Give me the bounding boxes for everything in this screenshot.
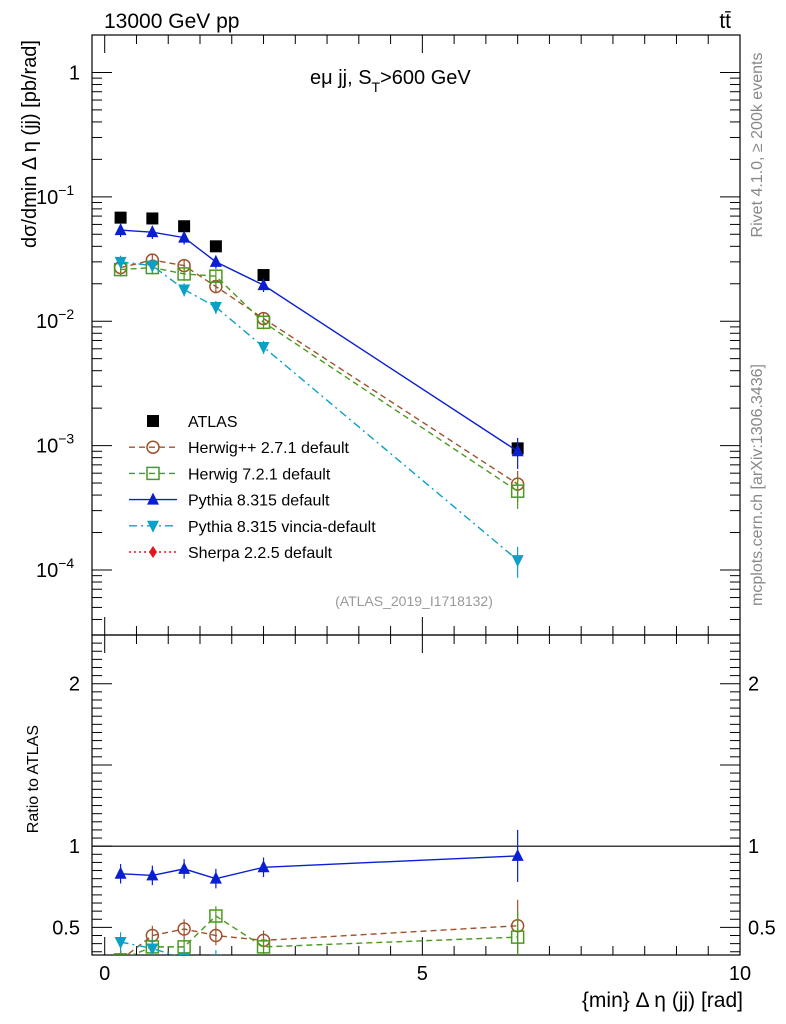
mcplots-site-label: mcplots.cern.ch [arXiv:1306.3436] bbox=[749, 364, 766, 606]
ratio-point-pythia-8-315-default bbox=[257, 860, 270, 873]
point-pythia-8-315-vincia-default bbox=[114, 256, 127, 269]
point-pythia-8-315-default bbox=[209, 254, 222, 267]
ratio-point-pythia-8-315-default bbox=[146, 868, 159, 881]
ratio-point-pythia-8-315-vincia-default bbox=[209, 954, 222, 955]
point-atlas bbox=[257, 269, 270, 282]
point-atlas bbox=[114, 211, 127, 224]
point-pythia-8-315-default bbox=[114, 223, 127, 236]
header-process-label: tt̄ bbox=[719, 10, 731, 33]
series-line-pythia-8-315-vincia-default bbox=[120, 261, 519, 561]
ratio-point-pythia-8-315-vincia-default bbox=[512, 982, 524, 994]
point-herwig-7-2-1-default bbox=[209, 269, 223, 283]
series-line-herwig-2-7-1-default bbox=[120, 259, 519, 485]
ratio-plot-series bbox=[113, 829, 525, 994]
ratio-point-pythia-8-315-vincia-default bbox=[178, 953, 191, 955]
ratio-point-herwig-7-2-1-default bbox=[113, 953, 128, 955]
legend-marker-atlas bbox=[147, 415, 159, 427]
legend: ATLAS Herwig++ 2.7.1 default Herwig 7.2.1 … bbox=[129, 414, 376, 562]
ratio-point-herwig-2-7-1-default bbox=[209, 928, 223, 943]
point-pythia-8-315-vincia-default bbox=[511, 555, 524, 568]
ratio-point-pythia-8-315-vincia-default bbox=[114, 937, 127, 950]
ratio-point-herwig-7-2-1-default bbox=[256, 940, 271, 954]
x-tick-label: 10 bbox=[729, 963, 751, 985]
legend-marker-herwig-7-2-1-default bbox=[146, 466, 160, 481]
legend-label-herwig-7-2-1-default: Herwig 7.2.1 default bbox=[188, 466, 331, 483]
x-tick-label: 5 bbox=[417, 963, 428, 985]
ratio-line-pythia-8-315-default bbox=[120, 855, 518, 880]
point-pythia-8-315-default bbox=[146, 225, 159, 238]
ratio-tick-label-right: 1 bbox=[748, 836, 759, 858]
legend-label-herwig-2-7-1-default: Herwig++ 2.7.1 default bbox=[188, 440, 350, 457]
point-pythia-8-315-default bbox=[178, 230, 191, 243]
ratio-line-pythia-8-315-vincia-default bbox=[120, 941, 176, 955]
legend-marker-sherpa-2-2-5-default bbox=[149, 546, 157, 558]
ratio-point-pythia-8-315-vincia-default bbox=[258, 960, 270, 972]
ratio-point-pythia-8-315-default bbox=[114, 866, 127, 879]
point-pythia-8-315-vincia-default bbox=[146, 260, 159, 273]
point-pythia-8-315-vincia-default bbox=[178, 284, 191, 297]
point-herwig-7-2-1-default bbox=[510, 484, 525, 498]
series-line-herwig-7-2-1-default bbox=[120, 266, 519, 492]
ratio-tick-label: 0.5 bbox=[52, 917, 80, 939]
ratio-plot-frame bbox=[91, 634, 741, 956]
point-atlas bbox=[209, 240, 222, 253]
ratio-tick-label-right: 2 bbox=[748, 674, 759, 696]
y-axis-label: dσ/dmin Δ η (jj) [pb/rad] bbox=[19, 40, 41, 248]
legend-marker-pythia-8-315-default bbox=[147, 492, 159, 505]
plot-title: eμ jj, ST>600 GeV bbox=[310, 67, 471, 95]
rivet-version-label: Rivet 4.1.0, ≥ 200k events bbox=[749, 53, 766, 238]
y-tick-label: 10−2 bbox=[36, 306, 74, 333]
series-line-pythia-8-315-default bbox=[120, 229, 519, 452]
y-tick-label: 1 bbox=[69, 62, 80, 84]
ratio-point-pythia-8-315-default bbox=[178, 861, 191, 874]
axis-ticks bbox=[92, 34, 741, 955]
legend-marker-pythia-8-315-vincia-default bbox=[147, 520, 159, 533]
y-tick-label: 10−3 bbox=[36, 431, 74, 458]
ratio-point-pythia-8-315-default bbox=[511, 848, 524, 861]
ratio-point-pythia-8-315-default bbox=[209, 871, 222, 884]
ratio-tick-label: 2 bbox=[69, 674, 80, 696]
ratio-point-herwig-7-2-1-default bbox=[209, 909, 223, 923]
ratio-point-herwig-7-2-1-default bbox=[510, 930, 525, 944]
legend-label-pythia-8-315-vincia-default: Pythia 8.315 vincia-default bbox=[188, 519, 376, 536]
ratio-point-herwig-2-7-1-default bbox=[115, 953, 126, 955]
legend-marker-herwig-2-7-1-default bbox=[146, 440, 160, 454]
point-atlas bbox=[178, 220, 191, 233]
point-pythia-8-315-default bbox=[511, 444, 524, 457]
ratio-tick-label-right: 0.5 bbox=[748, 917, 776, 939]
analysis-id-label: (ATLAS_2019_I1718132) bbox=[335, 593, 493, 609]
main-plot-series bbox=[113, 211, 525, 578]
point-pythia-8-315-default bbox=[257, 278, 270, 291]
point-herwig-7-2-1-default bbox=[177, 267, 191, 281]
header-energy-label: 13000 GeV pp bbox=[104, 10, 239, 33]
point-herwig-7-2-1-default bbox=[256, 315, 271, 330]
legend-label-atlas: ATLAS bbox=[188, 414, 238, 431]
x-axis-label: {min} Δ η (jj) [rad] bbox=[582, 989, 743, 1012]
point-atlas bbox=[146, 212, 159, 225]
x-tick-label: 0 bbox=[99, 963, 110, 985]
y-tick-label: 10−4 bbox=[36, 555, 74, 582]
axis-tick-labels: 0 5 10 10−4 10−3 10−2 10−1 1 0.5 0.5 1 1 2 2 bbox=[36, 62, 776, 985]
ratio-y-axis-label: Ratio to ATLAS bbox=[25, 725, 42, 833]
point-pythia-8-315-vincia-default bbox=[209, 302, 222, 315]
ratio-point-pythia-8-315-vincia-default bbox=[146, 943, 159, 955]
point-pythia-8-315-vincia-default bbox=[257, 342, 270, 355]
y-tick-label: 10−1 bbox=[36, 182, 74, 209]
ratio-point-herwig-2-7-1-default bbox=[177, 922, 191, 936]
ratio-tick-label: 1 bbox=[69, 836, 80, 858]
legend-label-pythia-8-315-default: Pythia 8.315 default bbox=[188, 493, 330, 510]
legend-label-sherpa-2-2-5-default: Sherpa 2.2.5 default bbox=[188, 545, 333, 562]
